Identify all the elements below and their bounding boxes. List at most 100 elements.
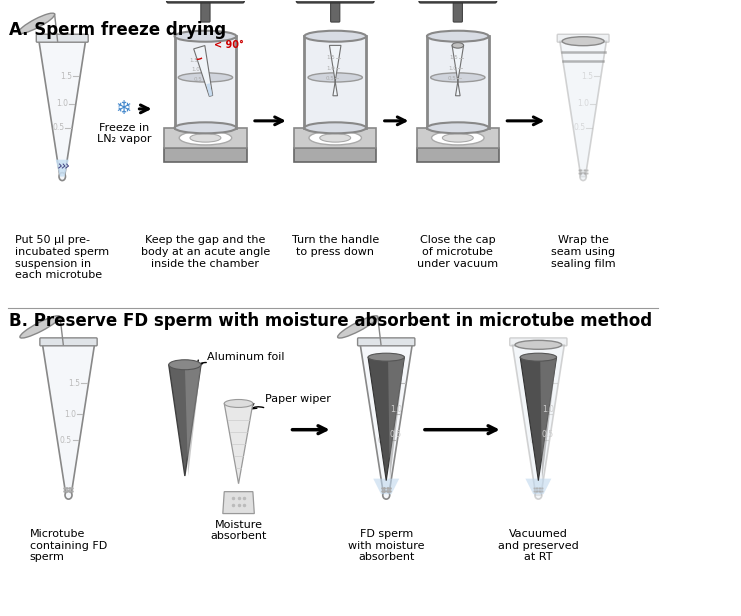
Polygon shape <box>305 36 366 128</box>
Text: Moisture
absorbent: Moisture absorbent <box>210 519 267 541</box>
Polygon shape <box>225 403 253 484</box>
Polygon shape <box>39 41 85 177</box>
Text: 0.5: 0.5 <box>390 430 402 439</box>
Text: Paper wiper: Paper wiper <box>265 394 331 404</box>
Text: 0.5: 0.5 <box>448 76 456 81</box>
Text: < 90°: < 90° <box>214 40 244 51</box>
Ellipse shape <box>580 172 586 180</box>
Text: ❄: ❄ <box>116 99 132 118</box>
Polygon shape <box>207 83 213 96</box>
Polygon shape <box>416 148 499 162</box>
FancyBboxPatch shape <box>419 0 496 3</box>
Text: 1.5: 1.5 <box>449 55 458 60</box>
FancyBboxPatch shape <box>167 0 245 3</box>
Ellipse shape <box>383 491 390 499</box>
Text: 1.0: 1.0 <box>191 67 200 73</box>
Ellipse shape <box>309 131 362 145</box>
Polygon shape <box>513 345 565 495</box>
Polygon shape <box>294 148 376 162</box>
Text: 0.5: 0.5 <box>53 123 64 132</box>
Text: 0.5: 0.5 <box>60 436 72 445</box>
Ellipse shape <box>175 31 236 42</box>
Polygon shape <box>165 128 247 148</box>
Text: 0.5: 0.5 <box>193 77 202 82</box>
Polygon shape <box>223 492 254 514</box>
Polygon shape <box>373 479 399 494</box>
Text: 1.5: 1.5 <box>60 71 72 81</box>
Text: 1.5: 1.5 <box>189 58 198 63</box>
Ellipse shape <box>368 353 405 361</box>
Text: 0.5: 0.5 <box>325 76 334 81</box>
Text: Put 50 µl pre-
incubated sperm
suspension in
each microtube: Put 50 µl pre- incubated sperm suspensio… <box>15 235 110 280</box>
Ellipse shape <box>535 491 542 499</box>
Ellipse shape <box>179 131 232 145</box>
FancyBboxPatch shape <box>40 338 97 346</box>
Ellipse shape <box>320 134 350 142</box>
Ellipse shape <box>427 123 489 133</box>
Text: Wrap the
seam using
sealing film: Wrap the seam using sealing film <box>551 235 616 269</box>
Polygon shape <box>525 479 551 494</box>
Ellipse shape <box>169 360 201 370</box>
FancyBboxPatch shape <box>358 338 415 346</box>
Polygon shape <box>175 36 236 128</box>
Ellipse shape <box>520 353 556 361</box>
Text: 1.5: 1.5 <box>327 55 336 60</box>
Text: 1.0: 1.0 <box>534 410 546 419</box>
Ellipse shape <box>562 37 604 46</box>
Text: Turn the handle
to press down: Turn the handle to press down <box>292 235 379 257</box>
Ellipse shape <box>305 123 366 133</box>
Ellipse shape <box>452 43 464 48</box>
Text: 1.5: 1.5 <box>539 379 551 388</box>
Polygon shape <box>368 357 405 480</box>
Ellipse shape <box>190 134 221 142</box>
Text: 1.0: 1.0 <box>382 410 393 419</box>
Ellipse shape <box>225 400 253 407</box>
Text: 1.0: 1.0 <box>448 65 457 71</box>
Ellipse shape <box>19 13 55 33</box>
Ellipse shape <box>65 491 72 499</box>
Ellipse shape <box>175 123 236 133</box>
Text: 1.0: 1.0 <box>56 99 68 108</box>
Polygon shape <box>360 345 412 495</box>
Text: 1.0: 1.0 <box>542 405 554 414</box>
Polygon shape <box>56 160 69 177</box>
Text: 0.5: 0.5 <box>542 430 554 439</box>
Ellipse shape <box>59 172 65 180</box>
Polygon shape <box>416 128 499 148</box>
FancyBboxPatch shape <box>296 0 374 3</box>
Text: 1.5: 1.5 <box>69 379 81 388</box>
Text: Vacuumed
and preserved
at RT: Vacuumed and preserved at RT <box>498 529 579 562</box>
Text: 0.5: 0.5 <box>377 436 390 445</box>
FancyBboxPatch shape <box>36 34 88 43</box>
Text: 1.0: 1.0 <box>577 99 589 108</box>
Text: B. Preserve FD sperm with moisture absorbent in microtube method: B. Preserve FD sperm with moisture absor… <box>9 312 651 330</box>
Polygon shape <box>294 128 376 148</box>
Ellipse shape <box>442 134 473 142</box>
Text: A. Sperm freeze drying: A. Sperm freeze drying <box>9 22 226 39</box>
Text: 1.0: 1.0 <box>64 410 76 419</box>
Ellipse shape <box>431 131 484 145</box>
Ellipse shape <box>20 316 60 338</box>
Text: 1.0: 1.0 <box>390 405 402 414</box>
FancyBboxPatch shape <box>557 34 609 43</box>
FancyBboxPatch shape <box>453 0 462 22</box>
FancyBboxPatch shape <box>510 338 567 346</box>
Text: Keep the gap and the
body at an acute angle
inside the chamber: Keep the gap and the body at an acute an… <box>141 235 270 269</box>
Polygon shape <box>560 41 606 177</box>
Polygon shape <box>42 345 94 495</box>
FancyBboxPatch shape <box>330 0 340 22</box>
Text: 0.5: 0.5 <box>574 123 585 132</box>
Polygon shape <box>452 46 464 95</box>
Ellipse shape <box>431 73 485 82</box>
Ellipse shape <box>515 341 562 349</box>
Polygon shape <box>330 46 341 95</box>
Text: Freeze in
LN₂ vapor: Freeze in LN₂ vapor <box>97 123 151 144</box>
Ellipse shape <box>427 31 489 42</box>
Text: FD sperm
with moisture
absorbent: FD sperm with moisture absorbent <box>348 529 425 562</box>
Polygon shape <box>427 36 489 128</box>
Text: 0.5: 0.5 <box>530 436 542 445</box>
Text: 1.5: 1.5 <box>581 71 593 81</box>
Text: Microtube
containing FD
sperm: Microtube containing FD sperm <box>30 529 107 562</box>
Text: Close the cap
of microtube
under vacuum: Close the cap of microtube under vacuum <box>417 235 499 269</box>
Polygon shape <box>520 357 556 480</box>
